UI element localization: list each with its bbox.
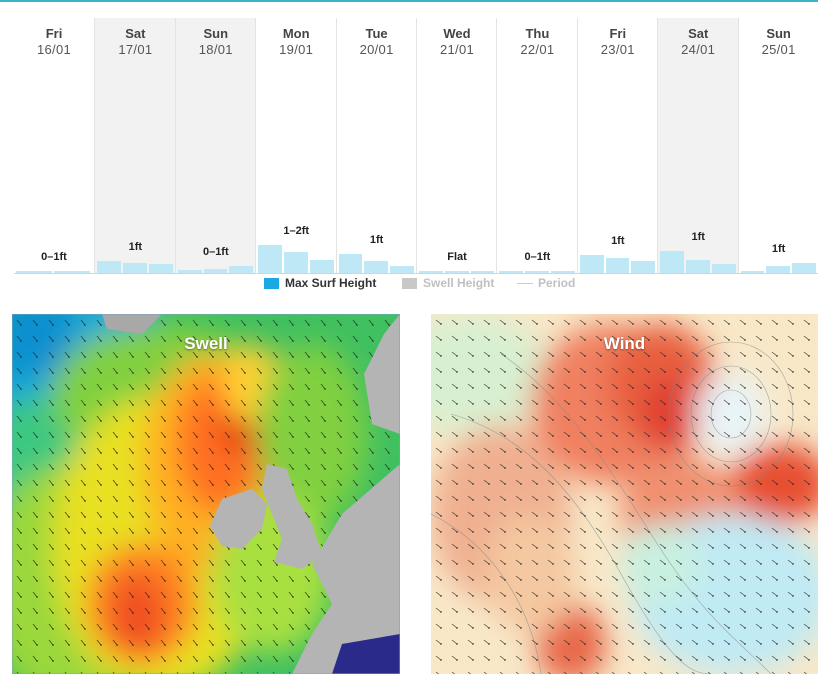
surf-forecast-chart: Fri 16/01 0–1ft Sat 17/01 1ft Sun 18/01 0–1ft Mon… <box>14 18 818 276</box>
swell-map[interactable]: Swell <box>12 314 400 674</box>
day-date: 20/01 <box>359 42 394 57</box>
day-date: 25/01 <box>761 42 796 57</box>
swell-map-image <box>12 314 400 674</box>
day-surf-height: 1–2ft <box>283 224 310 237</box>
surf-height-bar <box>123 262 147 273</box>
day-date: 22/01 <box>520 42 555 57</box>
surf-height-bar <box>203 269 228 273</box>
wind-map-title: Wind <box>603 334 646 353</box>
forecast-day-7[interactable]: Fri 23/01 1ft <box>576 18 658 273</box>
wind-map[interactable]: Wind <box>431 314 818 674</box>
surf-height-bar <box>148 264 173 273</box>
day-name: Fri <box>45 26 63 41</box>
day-name: Wed <box>443 26 471 41</box>
surf-height-bar <box>660 250 684 273</box>
day-surf-height: 1ft <box>611 235 625 247</box>
day-surf-height: 1ft <box>128 241 143 253</box>
surf-height-bar <box>364 261 389 273</box>
forecast-day-9[interactable]: Sun 25/01 1ft <box>737 18 818 273</box>
day-surf-height: 0–1ft <box>41 251 67 263</box>
surf-height-bar <box>177 270 202 273</box>
surf-height-bar <box>792 262 816 273</box>
day-surf-height: Flat <box>447 251 467 263</box>
surf-height-bar <box>499 271 524 273</box>
surf-height-bar <box>229 265 254 273</box>
surf-height-bar <box>766 265 791 273</box>
day-date: 18/01 <box>198 42 233 57</box>
legend-label-swell: Swell Height <box>423 276 495 290</box>
day-date: 24/01 <box>681 42 716 57</box>
surf-height-bar <box>444 271 469 273</box>
surf-height-bar <box>470 271 495 273</box>
day-surf-height: 1ft <box>691 230 705 243</box>
day-surf-height: 0–1ft <box>202 245 229 258</box>
forecast-day-6[interactable]: Thu 22/01 0–1ft <box>496 18 577 273</box>
forecast-day-0[interactable]: Fri 16/01 0–1ft <box>14 18 94 273</box>
surf-height-bar <box>258 244 282 273</box>
legend-label-period: Period <box>538 276 576 290</box>
surf-height-bar <box>550 271 575 273</box>
day-date: 23/01 <box>600 42 635 57</box>
swell-map-title: Swell <box>184 334 228 353</box>
max-surf-swatch <box>264 278 279 289</box>
day-name: Sun <box>203 26 229 41</box>
forecast-day-8[interactable]: Sat 24/01 1ft <box>657 18 739 273</box>
surf-height-bar <box>740 271 765 273</box>
day-date: 16/01 <box>36 42 72 57</box>
day-surf-height: 1ft <box>771 242 786 255</box>
day-name: Sat <box>125 26 146 41</box>
chart-baseline <box>14 273 818 274</box>
legend-label-max-surf: Max Surf Height <box>285 276 377 290</box>
surf-height-bar <box>338 253 363 273</box>
surf-height-bar <box>685 259 710 273</box>
day-name: Fri <box>609 26 627 41</box>
surf-height-bar <box>419 271 443 273</box>
surf-height-bar <box>631 261 656 273</box>
day-name: Sat <box>688 26 709 41</box>
forecast-day-5[interactable]: Wed 21/01 Flat <box>416 18 497 273</box>
surf-height-bar <box>16 271 53 273</box>
surf-height-bar <box>579 255 604 273</box>
forecast-day-1[interactable]: Sat 17/01 1ft <box>94 18 176 273</box>
forecast-day-4[interactable]: Tue 20/01 1ft <box>335 18 417 273</box>
period-line-swatch <box>517 283 533 284</box>
forecast-day-3[interactable]: Mon 19/01 1–2ft <box>255 18 336 273</box>
forecast-day-2[interactable]: Sun 18/01 0–1ft <box>174 18 256 273</box>
wind-map-image <box>431 314 818 674</box>
top-accent-rule <box>0 0 818 2</box>
surf-height-bar <box>525 271 549 273</box>
swell-swatch <box>402 278 417 289</box>
day-surf-height: 0–1ft <box>524 251 551 263</box>
day-name: Mon <box>282 26 310 41</box>
surf-height-bar <box>605 258 630 273</box>
surf-height-bar <box>390 265 414 273</box>
day-surf-height: 1ft <box>369 233 384 246</box>
day-date: 21/01 <box>439 42 475 57</box>
day-date: 17/01 <box>118 42 153 57</box>
surf-height-bar <box>711 264 736 273</box>
day-name: Sun <box>766 26 791 41</box>
day-name: Tue <box>365 26 388 41</box>
surf-height-bar <box>97 261 122 273</box>
surf-height-bar <box>54 271 91 273</box>
day-date: 19/01 <box>279 42 314 57</box>
surf-height-bar <box>309 259 334 273</box>
surf-height-bar <box>283 252 308 273</box>
day-name: Thu <box>525 26 550 41</box>
